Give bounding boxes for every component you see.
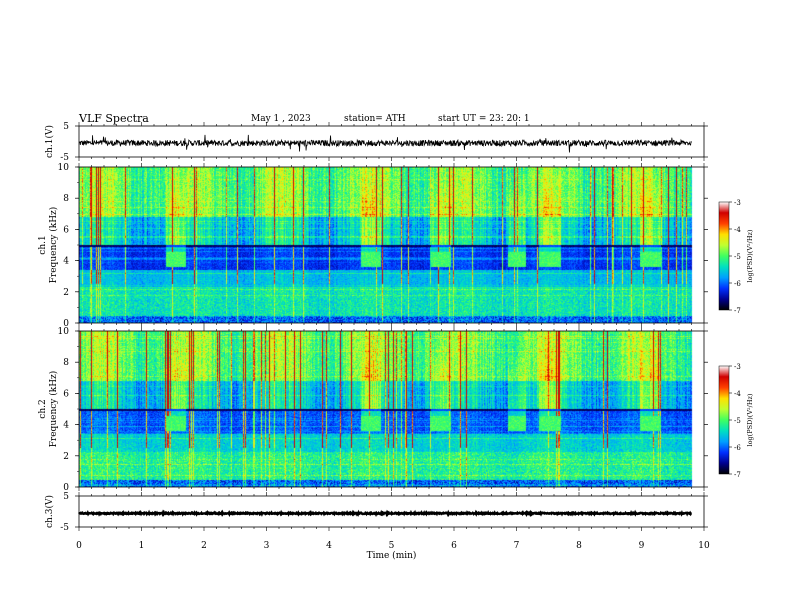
- ch2-spectrogram-ylabel-freq: Frequency (kHz): [48, 371, 59, 448]
- ch1-spectrogram-ylabel-freq: Frequency (kHz): [48, 207, 59, 284]
- ch2-spectrogram-ytick-label: 10: [58, 327, 70, 337]
- x-tick-label: 4: [326, 541, 332, 551]
- start-time-label: start UT = 23: 20: 1: [438, 114, 530, 124]
- ch2-spectrogram-colorbar-label: log(PSD)(V²/Hz): [746, 393, 754, 446]
- ch2-spectrogram-colorbar-tick-label: -4: [734, 390, 741, 398]
- ch1-spectrogram-ytick-label: 10: [58, 163, 70, 173]
- ch3-waveform: [78, 509, 693, 518]
- ch2-spectrogram-ytick-label: 6: [63, 389, 69, 399]
- ch2-spectrogram-ytick-label: 8: [63, 358, 69, 368]
- ch3-waveform-ytick-label: 5: [63, 492, 69, 502]
- ch1-spectrogram: [79, 167, 704, 323]
- ch2-spectrogram-colorbar-tick-label: -5: [734, 417, 741, 425]
- ch2-spectrogram-colorbar-tick-label: -6: [734, 444, 741, 452]
- ch1-waveform-ytick-label: 5: [63, 122, 69, 132]
- ch1-spectrogram-colorbar: [718, 201, 730, 311]
- ch1-waveform: [78, 134, 692, 153]
- ch1-spectrogram-colorbar-tick-label: -4: [734, 226, 741, 234]
- ch1-waveform-ytick-label: -5: [60, 153, 69, 163]
- ch2-spectrogram-colorbar-tick-label: -3: [734, 363, 741, 371]
- x-tick-label: 2: [201, 541, 207, 551]
- date-label: May 1 , 2023: [251, 114, 311, 124]
- x-tick-label: 8: [576, 541, 582, 551]
- ch1-spectrogram-colorbar-tick-label: -5: [734, 253, 741, 261]
- x-axis-label: Time (min): [367, 550, 417, 561]
- x-tick-label: 0: [76, 541, 82, 551]
- ch3-waveform-ytick-label: -5: [60, 523, 69, 533]
- ch1-spectrogram-ytick-label: 6: [63, 225, 69, 235]
- ch1-spectrogram-ytick-label: 4: [63, 257, 69, 267]
- ch1-spectrogram-ylabel-channel: ch.1: [38, 235, 48, 254]
- ch1-spectrogram-colorbar-tick-label: -7: [734, 307, 741, 315]
- x-tick-label: 1: [139, 541, 145, 551]
- x-tick-label: 7: [514, 541, 520, 551]
- ch1-spectrogram-colorbar-tick-label: -6: [734, 280, 741, 288]
- ch1-waveform-ylabel: ch.1(V): [44, 125, 55, 158]
- ch2-spectrogram-colorbar-tick-label: -7: [734, 471, 741, 479]
- ch3-waveform-ylabel: ch.3(V): [44, 495, 55, 528]
- ch2-spectrogram-colorbar: [718, 365, 730, 475]
- x-tick-label: 6: [451, 541, 457, 551]
- x-tick-label: 3: [264, 541, 270, 551]
- ch1-spectrogram-ytick-label: 8: [63, 194, 69, 204]
- x-tick-label: 9: [639, 541, 645, 551]
- ch2-spectrogram: [79, 331, 704, 487]
- ch2-spectrogram-ytick-label: 2: [63, 452, 69, 462]
- ch1-spectrogram-colorbar-tick-label: -3: [734, 199, 741, 207]
- ch2-spectrogram-ytick-label: 0: [63, 483, 69, 493]
- x-tick-label: 5: [389, 541, 395, 551]
- ch1-spectrogram-colorbar-label: log(PSD)(V²/Hz): [746, 229, 754, 282]
- ch2-spectrogram-ylabel-channel: ch.2: [38, 399, 48, 418]
- station-label: station= ATH: [344, 114, 406, 124]
- x-tick-label: 10: [698, 541, 710, 551]
- ch1-spectrogram-ytick-label: 2: [63, 288, 69, 298]
- ch1-spectrogram-ytick-label: 0: [63, 319, 69, 329]
- chart-title: VLF Spectra: [79, 112, 149, 125]
- ch2-spectrogram-ytick-label: 4: [63, 421, 69, 431]
